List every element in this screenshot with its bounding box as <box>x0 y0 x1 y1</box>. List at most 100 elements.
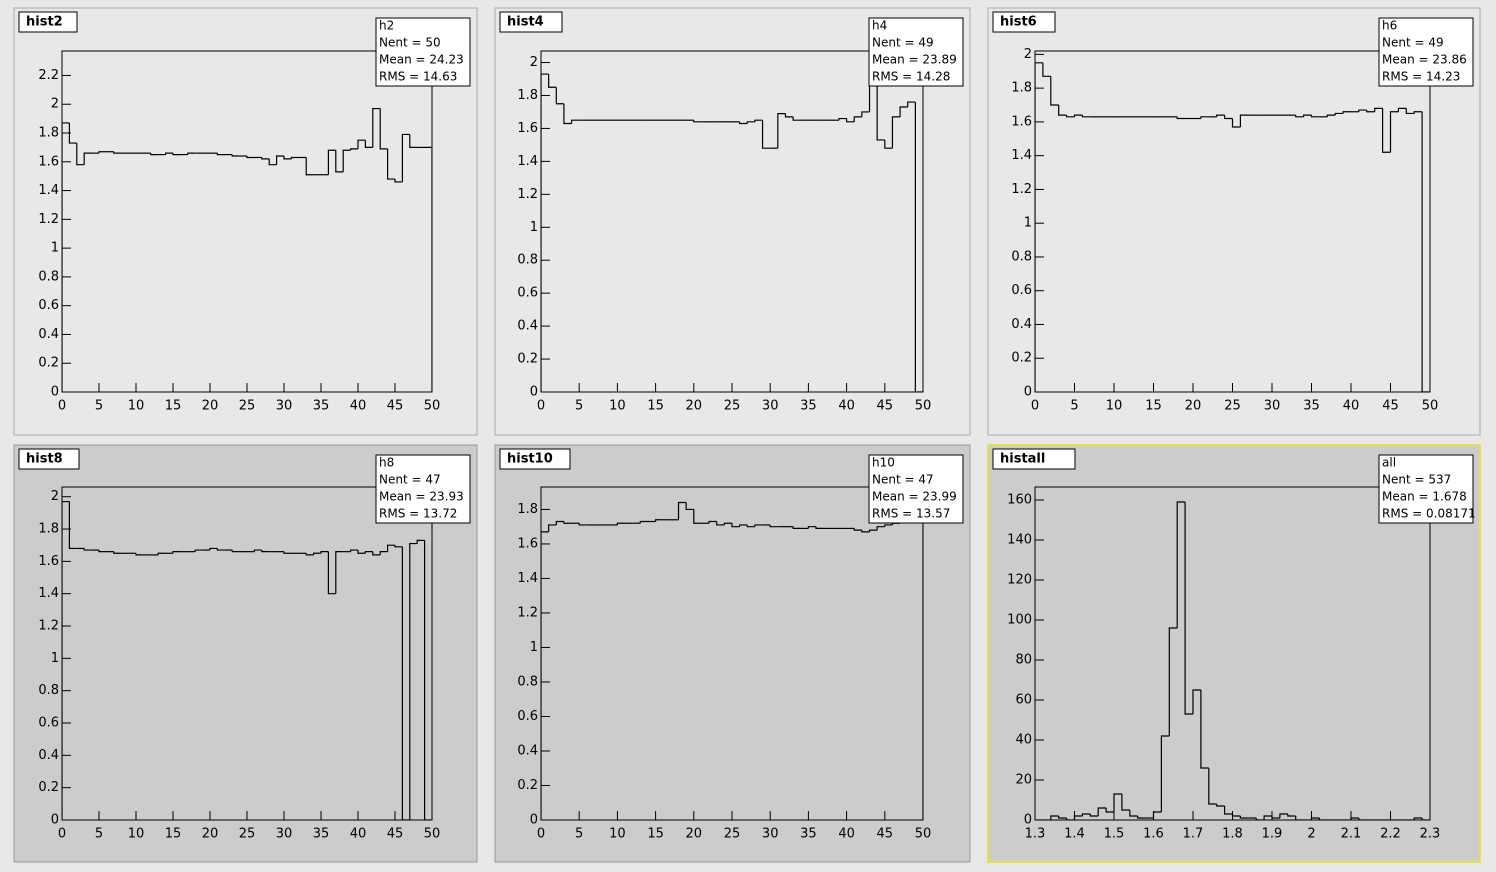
histogram-bin <box>1200 690 1209 769</box>
histogram-bin <box>350 549 358 552</box>
histogram-bin <box>1066 818 1075 820</box>
x-tick-label: 30 <box>1264 399 1281 414</box>
title-box <box>992 11 1056 33</box>
stats-line: Mean = 23.89 <box>872 53 957 67</box>
x-tick-label: 45 <box>1382 399 1399 414</box>
histogram-bin <box>68 122 77 144</box>
stats-line: Nent = 47 <box>872 473 934 487</box>
histogram-bin <box>76 143 85 166</box>
chart-title: histall <box>1000 452 1045 467</box>
histogram-bin <box>1255 818 1265 820</box>
x-tick-label: 50 <box>915 827 932 842</box>
histogram-bin <box>209 547 218 551</box>
histogram-bin <box>327 149 336 175</box>
x-tick-label: 2.3 <box>1420 827 1441 842</box>
histogram-bin <box>113 151 122 154</box>
y-tick-label: 1.6 <box>517 536 538 551</box>
x-tick-label: 10 <box>1106 399 1123 414</box>
chart-title: hist8 <box>26 452 63 467</box>
x-tick-label: 0 <box>58 399 66 414</box>
y-tick-label: 0.6 <box>517 709 538 724</box>
histogram-bin <box>868 529 878 532</box>
histogram-bin <box>401 546 410 820</box>
x-tick-label: 30 <box>762 399 779 414</box>
histogram-bin <box>746 524 755 528</box>
histogram-bin <box>187 152 196 155</box>
histogram-bin <box>1176 501 1186 628</box>
y-tick-label: 2 <box>1024 47 1032 62</box>
y-tick-label: 1 <box>1024 216 1032 231</box>
histogram-bin <box>379 108 388 150</box>
histogram-bin <box>165 152 173 155</box>
x-tick-label: 1.3 <box>1025 827 1046 842</box>
histogram-bin <box>1042 62 1051 77</box>
histogram-bin <box>387 148 395 180</box>
histogram-bin <box>548 524 557 532</box>
x-tick-label: 5 <box>575 399 583 414</box>
histogram-bin <box>1358 818 1367 820</box>
histogram-bin <box>261 550 270 553</box>
histogram-bin <box>541 531 549 820</box>
histogram-bin <box>563 103 572 125</box>
histogram-bin <box>914 102 923 392</box>
histogram <box>1035 62 1430 392</box>
histogram-bin <box>563 521 572 524</box>
histogram-bin <box>693 120 702 123</box>
y-tick-label: 0.2 <box>1011 351 1032 366</box>
histogram-bin <box>1239 114 1249 127</box>
x-tick-label: 1.6 <box>1143 827 1164 842</box>
histogram-bin <box>792 116 801 121</box>
x-tick-label: 2.1 <box>1341 827 1362 842</box>
histogram-bin <box>1303 114 1312 117</box>
histogram-bin <box>364 551 373 554</box>
stats-line: h10 <box>872 456 895 470</box>
y-tick-label: 0.2 <box>517 352 538 367</box>
histogram-bin <box>216 153 225 156</box>
stats-box <box>1378 17 1474 87</box>
y-tick-label: 1.2 <box>38 619 59 634</box>
y-tick-label: 1 <box>51 241 59 256</box>
chart-title: hist6 <box>1000 15 1037 30</box>
histogram-bin <box>1389 111 1399 153</box>
histogram-bin <box>570 119 580 124</box>
y-tick-label: 1.6 <box>1011 114 1032 129</box>
histogram-bin <box>723 522 732 525</box>
x-tick-label: 50 <box>1422 399 1439 414</box>
y-tick-label: 0.4 <box>1011 317 1032 332</box>
histogram-bin <box>1089 814 1099 817</box>
histogram-bin <box>876 526 885 531</box>
stats-line: Mean = 1.678 <box>1382 490 1467 504</box>
histogram-bin <box>83 548 92 551</box>
histogram-bin <box>409 542 418 820</box>
x-tick-label: 0 <box>1031 399 1039 414</box>
histogram-bin <box>113 551 122 554</box>
stats-line: RMS = 13.57 <box>872 507 950 521</box>
histogram-bin <box>231 154 240 157</box>
stats-line: Nent = 49 <box>1382 36 1444 50</box>
histogram-bin <box>194 549 203 552</box>
histogram-bin <box>1168 627 1178 736</box>
histogram-bin <box>1405 108 1415 115</box>
y-tick-label: 1.6 <box>517 121 538 136</box>
title-box <box>18 448 80 470</box>
y-tick-label: 2 <box>51 97 59 112</box>
x-tick-label: 45 <box>387 399 404 414</box>
histogram-bin <box>899 106 908 117</box>
y-tick-label: 1 <box>51 651 59 666</box>
histogram <box>62 107 432 392</box>
x-tick-label: 35 <box>800 827 817 842</box>
histogram-bin <box>416 539 425 544</box>
y-tick-label: 0.2 <box>517 778 538 793</box>
chart-title: hist10 <box>507 452 553 467</box>
pad: 0 5 10 15 20 25 30 35 40 45 50 0 0.2 0.4 0.6 0.8 1 1.2 1.4… <box>13 444 478 863</box>
y-tick-label: 20 <box>1015 773 1032 788</box>
histogram-bin <box>1192 689 1201 714</box>
histogram-bin <box>708 520 717 524</box>
x-tick-label: 2.2 <box>1380 827 1401 842</box>
x-tick-label: 5 <box>575 827 583 842</box>
histogram-bin <box>150 153 159 156</box>
x-tick-label: 25 <box>724 827 741 842</box>
histogram-bin <box>372 551 381 556</box>
pad: 1.3 1.4 1.5 1.6 1.7 1.8 1.9 2 2.1 2.2 2.3 0 20 40 60 80… <box>987 444 1481 863</box>
histogram-bin <box>357 139 366 149</box>
